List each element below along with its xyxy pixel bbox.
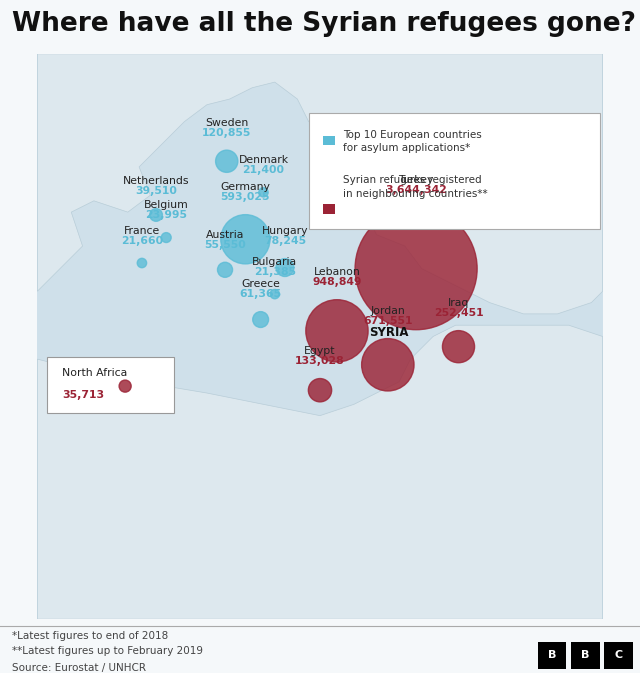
- Circle shape: [442, 330, 475, 363]
- Text: 61,365: 61,365: [239, 289, 282, 299]
- Circle shape: [362, 339, 414, 391]
- Circle shape: [306, 299, 368, 362]
- Circle shape: [276, 258, 294, 277]
- Text: 21,400: 21,400: [243, 166, 284, 175]
- Text: Belgium: Belgium: [144, 200, 189, 210]
- Circle shape: [221, 215, 270, 264]
- Text: Turkey: Turkey: [399, 175, 434, 185]
- FancyBboxPatch shape: [604, 642, 633, 669]
- Circle shape: [119, 380, 131, 392]
- Text: 23,995: 23,995: [145, 210, 188, 220]
- Text: B: B: [581, 650, 589, 660]
- Text: 78,245: 78,245: [264, 236, 306, 246]
- Text: Greece: Greece: [241, 279, 280, 289]
- Text: 120,855: 120,855: [202, 128, 252, 138]
- Text: 948,849: 948,849: [312, 277, 362, 287]
- Circle shape: [259, 188, 268, 197]
- Text: Egypt: Egypt: [304, 346, 336, 356]
- Text: North Africa: North Africa: [62, 367, 127, 378]
- Circle shape: [150, 209, 163, 221]
- FancyBboxPatch shape: [37, 54, 603, 619]
- Text: Germany: Germany: [220, 182, 270, 192]
- Text: **Latest figures up to February 2019: **Latest figures up to February 2019: [12, 646, 202, 656]
- FancyBboxPatch shape: [47, 357, 174, 413]
- Text: 133,028: 133,028: [295, 356, 345, 366]
- Text: 671,551: 671,551: [363, 316, 413, 326]
- Text: Lebanon: Lebanon: [314, 267, 360, 277]
- Text: Iraq: Iraq: [448, 298, 469, 308]
- Text: 593,025: 593,025: [221, 192, 270, 202]
- Text: 35,713: 35,713: [62, 390, 104, 400]
- Circle shape: [308, 378, 332, 402]
- FancyBboxPatch shape: [323, 136, 335, 145]
- Text: 55,550: 55,550: [204, 240, 246, 250]
- Text: 21,660: 21,660: [121, 236, 163, 246]
- Circle shape: [137, 258, 147, 268]
- Text: Netherlands: Netherlands: [123, 176, 189, 186]
- Circle shape: [218, 262, 232, 277]
- Circle shape: [355, 207, 477, 330]
- Text: France: France: [124, 225, 160, 236]
- Text: Top 10 European countries
for asylum applications*: Top 10 European countries for asylum app…: [343, 130, 482, 153]
- Text: 39,510: 39,510: [135, 186, 177, 196]
- Circle shape: [253, 312, 269, 328]
- Text: Hungary: Hungary: [262, 226, 308, 236]
- Text: Source: Eurostat / UNHCR: Source: Eurostat / UNHCR: [12, 664, 145, 673]
- Circle shape: [161, 233, 171, 242]
- Text: Where have all the Syrian refugees gone?: Where have all the Syrian refugees gone?: [12, 11, 636, 37]
- FancyBboxPatch shape: [538, 642, 566, 669]
- Text: SYRIA: SYRIA: [369, 326, 409, 339]
- Text: 3,644,342: 3,644,342: [385, 185, 447, 195]
- Text: Sweden: Sweden: [205, 118, 248, 127]
- Text: C: C: [614, 650, 623, 660]
- Text: Bulgaria: Bulgaria: [252, 257, 298, 267]
- Polygon shape: [37, 54, 603, 314]
- Circle shape: [270, 289, 280, 299]
- Text: *Latest figures to end of 2018: *Latest figures to end of 2018: [12, 631, 168, 641]
- Text: Syrian refugees registered
in neighbouring countries**: Syrian refugees registered in neighbouri…: [343, 176, 488, 199]
- Text: Denmark: Denmark: [239, 155, 289, 165]
- Polygon shape: [37, 325, 603, 619]
- FancyBboxPatch shape: [571, 642, 600, 669]
- Text: B: B: [548, 650, 556, 660]
- Text: 252,451: 252,451: [434, 308, 483, 318]
- FancyBboxPatch shape: [308, 113, 600, 229]
- Circle shape: [216, 150, 238, 172]
- Text: 21,385: 21,385: [254, 267, 296, 277]
- FancyBboxPatch shape: [323, 205, 335, 214]
- Text: Austria: Austria: [206, 229, 244, 240]
- Text: Jordan: Jordan: [371, 306, 405, 316]
